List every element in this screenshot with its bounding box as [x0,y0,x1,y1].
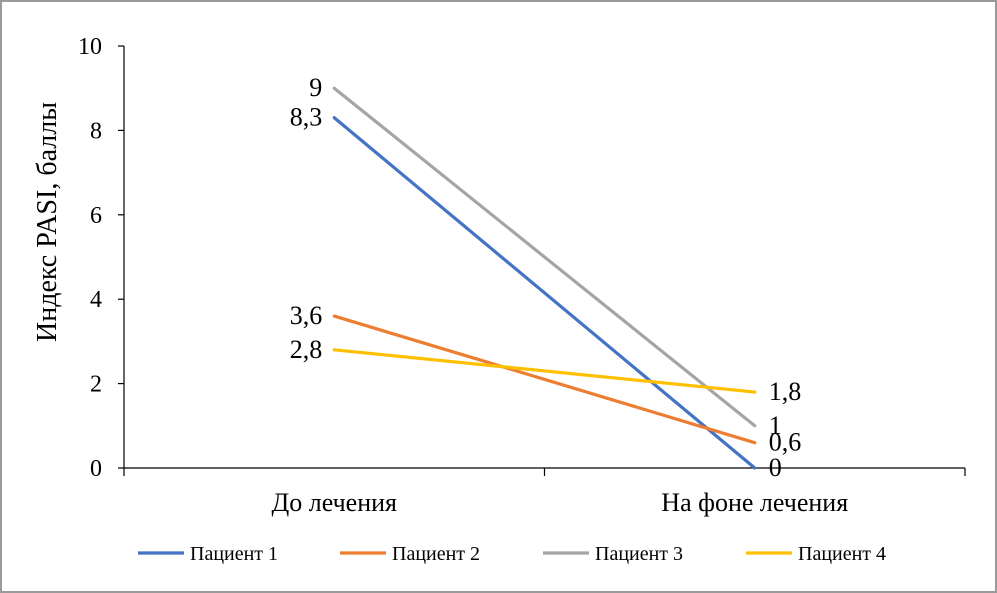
y-tick-label: 10 [78,34,102,60]
series-line-3 [332,86,757,428]
series-line-2 [332,314,757,445]
data-label: 1,8 [769,377,802,406]
data-label: 2,8 [290,335,323,364]
legend-label: Пациент 1 [190,543,278,565]
y-tick-label: 2 [90,372,102,398]
y-tick-label: 6 [90,203,102,229]
y-axis-title: Индекс PASI, баллы [32,102,63,342]
data-label: 3,6 [290,301,323,330]
x-category-label: На фоне лечения [661,488,848,517]
y-tick-label: 8 [90,118,102,144]
data-label: 8,3 [290,103,323,132]
data-label: 0 [769,453,782,482]
y-tick-label: 4 [90,287,102,313]
legend-label: Пациент 2 [392,543,480,565]
legend-label: Пациент 3 [595,543,683,565]
y-tick-label: 0 [90,456,102,482]
x-category-label: До лечения [271,488,397,517]
data-label: 1 [769,411,782,440]
data-label: 0,6 [769,428,802,457]
series-line-1 [332,116,757,470]
data-label: 9 [309,73,322,102]
series-line-4 [332,348,757,394]
legend-label: Пациент 4 [798,543,886,565]
